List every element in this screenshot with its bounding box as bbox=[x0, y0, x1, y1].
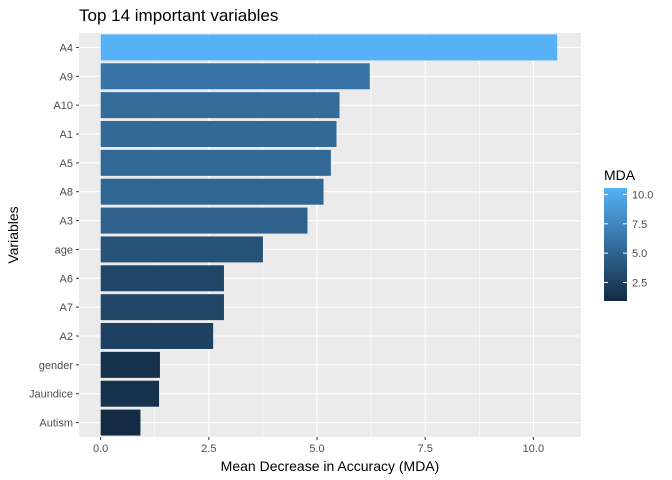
x-tick-label: 5.0 bbox=[309, 443, 324, 455]
bar-jaundice bbox=[100, 380, 160, 407]
y-tick-label: A10 bbox=[53, 100, 73, 112]
y-tick-label: age bbox=[55, 244, 73, 256]
bar-a10 bbox=[100, 92, 340, 119]
y-axis-title: Variables bbox=[5, 206, 21, 263]
x-axis-tick-labels: 0.0 2.5 5.0 7.5 10.0 bbox=[93, 437, 544, 455]
bar-a7 bbox=[100, 294, 224, 321]
bar-age bbox=[100, 236, 263, 263]
x-tick-label: 10.0 bbox=[523, 443, 544, 455]
y-axis-tick-labels: A4 A9 A10 A1 A5 A8 A3 age A6 A7 A2 gender Jaundice Au… bbox=[29, 42, 79, 430]
y-tick-label: A1 bbox=[60, 129, 73, 141]
y-tick-label: A8 bbox=[60, 187, 73, 199]
y-tick-label: A7 bbox=[60, 302, 73, 314]
legend-tick-label: 10.0 bbox=[632, 189, 653, 201]
bar-a3 bbox=[100, 207, 308, 234]
legend-title: MDA bbox=[604, 167, 636, 183]
y-tick-label: Jaundice bbox=[29, 389, 73, 401]
legend-tick-label: 7.5 bbox=[632, 219, 647, 231]
legend: MDA 2.5 5.0 7.5 10.0 bbox=[604, 167, 653, 301]
y-tick-label: A9 bbox=[60, 71, 73, 83]
x-tick-label: 2.5 bbox=[201, 443, 216, 455]
legend-ticks: 2.5 5.0 7.5 10.0 bbox=[604, 189, 653, 289]
y-tick-label: A5 bbox=[60, 158, 73, 170]
y-tick-label: gender bbox=[39, 360, 74, 372]
y-tick-label: Autism bbox=[39, 418, 73, 430]
y-tick-label: A6 bbox=[60, 273, 73, 285]
legend-colorbar bbox=[604, 188, 627, 301]
legend-tick-label: 5.0 bbox=[632, 248, 647, 260]
y-tick-label: A3 bbox=[60, 216, 73, 228]
bar-a6 bbox=[100, 265, 224, 292]
bar-a1 bbox=[100, 121, 337, 147]
bar-gender bbox=[100, 351, 160, 378]
bar-a8 bbox=[100, 178, 324, 205]
bar-autism bbox=[100, 409, 141, 436]
x-tick-label: 0.0 bbox=[93, 443, 108, 455]
y-tick-label: A4 bbox=[60, 42, 73, 54]
bar-a5 bbox=[100, 149, 331, 176]
bars bbox=[100, 34, 558, 436]
x-axis-title: Mean Decrease in Accuracy (MDA) bbox=[221, 458, 440, 474]
bar-a4 bbox=[100, 34, 558, 61]
bar-a9 bbox=[100, 63, 370, 90]
bar-a2 bbox=[100, 323, 214, 349]
legend-tick-label: 2.5 bbox=[632, 277, 647, 289]
x-tick-label: 7.5 bbox=[418, 443, 433, 455]
y-tick-label: A2 bbox=[60, 331, 73, 343]
chart-title: Top 14 important variables bbox=[79, 6, 278, 25]
